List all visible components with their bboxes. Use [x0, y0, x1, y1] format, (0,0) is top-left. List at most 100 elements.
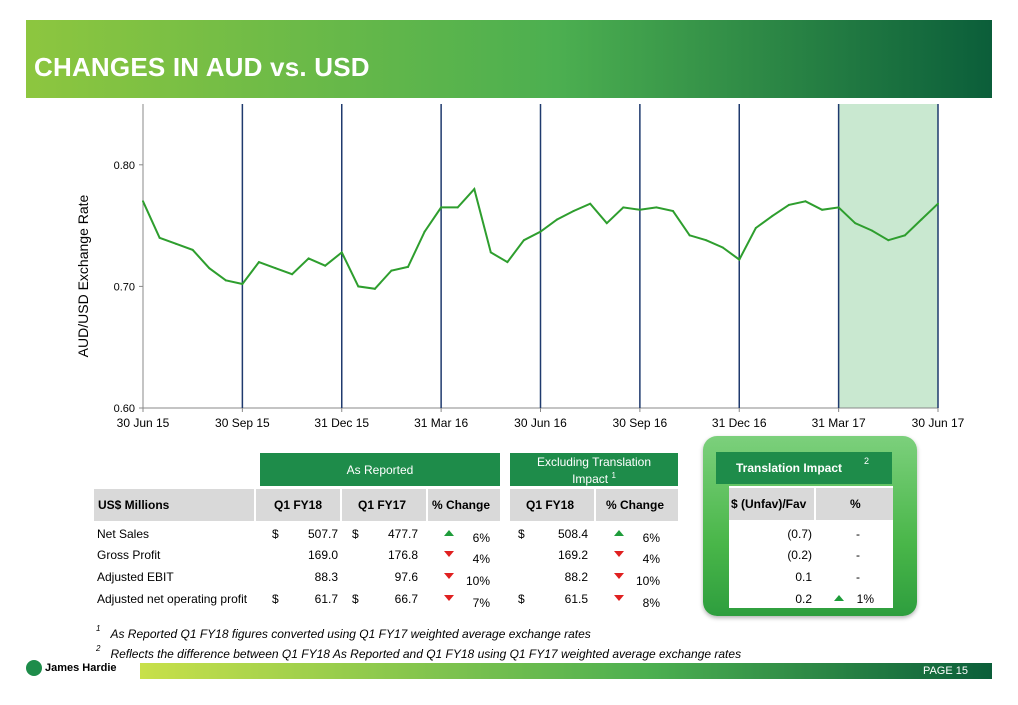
- data-point: [721, 246, 724, 249]
- value-q1fy17: 97.6: [394, 570, 418, 584]
- value-change: 7%: [472, 596, 490, 610]
- value-ex-q1fy18: 61.5: [564, 592, 588, 606]
- data-point: [407, 265, 409, 268]
- excluding-sup: 1: [611, 471, 616, 480]
- footnote-1: 1 As Reported Q1 FY18 figures converted …: [96, 624, 591, 641]
- col-us-millions: US$ Millions: [94, 489, 254, 521]
- value-ex-change: 8%: [642, 596, 660, 610]
- data-point: [738, 258, 741, 261]
- col-ex-q1fy18-label: Q1 FY18: [526, 498, 575, 512]
- data-point: [324, 264, 327, 267]
- col-us-millions-label: US$ Millions: [98, 498, 170, 512]
- data-point: [622, 206, 625, 209]
- data-point: [556, 218, 559, 221]
- excluding-label-line2: Impact 1: [572, 471, 616, 486]
- y-tick-label: 0.60: [114, 403, 135, 415]
- footnote-2-num: 2: [96, 644, 101, 653]
- col-ex-q1fy18: Q1 FY18: [510, 489, 594, 521]
- translation-col-fav-label: $ (Unfav)/Fav: [731, 497, 807, 511]
- currency-symbol: $: [518, 592, 525, 606]
- footnote-1-num: 1: [96, 624, 101, 633]
- data-point: [705, 239, 708, 242]
- data-point: [771, 214, 774, 217]
- value-ex-q1fy18: 508.4: [557, 527, 588, 541]
- data-point: [837, 206, 840, 209]
- col-q1fy17-label: Q1 FY17: [358, 498, 407, 512]
- footnote-2: 2 Reflects the difference between Q1 FY1…: [96, 644, 741, 661]
- as-reported-label: As Reported: [346, 463, 414, 477]
- value-ex-change: 10%: [635, 574, 660, 588]
- data-point: [870, 229, 873, 232]
- data-point: [191, 248, 194, 251]
- page-title: CHANGES IN AUD vs. USD: [34, 52, 370, 82]
- translation-value: 0.2: [795, 592, 812, 606]
- up-arrow-icon: [444, 530, 454, 536]
- col-change: % Change: [428, 489, 500, 521]
- x-tick-label: 30 Sep 16: [613, 416, 668, 430]
- value-q1fy17: 477.7: [387, 527, 418, 541]
- translation-impact-title: Translation Impact: [736, 461, 843, 475]
- data-point: [456, 206, 459, 209]
- data-point: [489, 251, 492, 254]
- data-point: [572, 210, 575, 213]
- as-reported-header: As Reported: [260, 453, 500, 486]
- currency-symbol: $: [272, 592, 279, 606]
- down-arrow-icon: [614, 573, 624, 579]
- logo-text: James Hardie: [45, 661, 117, 674]
- data-point: [506, 261, 509, 264]
- data-point: [539, 230, 542, 233]
- data-point: [920, 218, 923, 221]
- highlight-region: [838, 104, 938, 408]
- down-arrow-icon: [614, 551, 624, 557]
- data-point: [175, 242, 178, 245]
- value-q1fy17: 66.7: [394, 592, 418, 606]
- value-q1fy18: 88.3: [314, 570, 338, 584]
- translation-col-pct: %: [816, 488, 893, 520]
- data-point: [307, 257, 310, 260]
- data-point: [373, 287, 376, 290]
- currency-symbol: $: [352, 592, 359, 606]
- translation-impact-header: Translation Impact 2: [716, 452, 892, 484]
- data-point: [804, 200, 807, 203]
- data-point: [274, 267, 277, 270]
- up-arrow-icon: [834, 595, 844, 601]
- data-point: [672, 210, 674, 213]
- data-point: [158, 236, 161, 239]
- data-point: [224, 279, 227, 282]
- y-tick-label: 0.80: [114, 160, 135, 172]
- footnote-1-text: As Reported Q1 FY18 figures converted us…: [110, 627, 591, 641]
- data-point: [241, 282, 244, 285]
- translation-pct: -: [856, 527, 860, 541]
- data-point: [821, 208, 824, 211]
- row-label: Adjusted net operating profit: [97, 592, 248, 606]
- x-tick-label: 30 Sep 15: [215, 416, 270, 430]
- data-point: [208, 267, 211, 270]
- row-label: Net Sales: [97, 527, 150, 541]
- x-tick-label: 31 Mar 17: [812, 416, 866, 430]
- translation-pct: -: [856, 570, 860, 584]
- data-point: [357, 285, 360, 288]
- title-bar: CHANGES IN AUD vs. USD: [26, 20, 992, 98]
- col-q1fy18-label: Q1 FY18: [274, 498, 323, 512]
- col-ex-change: % Change: [596, 489, 678, 521]
- x-tick-label: 30 Jun 15: [117, 416, 170, 430]
- value-ex-q1fy18: 88.2: [564, 570, 588, 584]
- value-change: 6%: [472, 531, 490, 545]
- data-point: [423, 230, 426, 233]
- x-tick-label: 31 Mar 16: [414, 416, 468, 430]
- value-ex-change: 6%: [642, 531, 660, 545]
- down-arrow-icon: [444, 573, 454, 579]
- data-point: [522, 239, 525, 242]
- translation-value: (0.7): [787, 527, 812, 541]
- footer-bar: PAGE 15: [140, 663, 992, 679]
- data-point: [638, 208, 641, 211]
- value-q1fy17: 176.8: [387, 548, 418, 562]
- data-point: [291, 273, 294, 276]
- excluding-label-line1: Excluding Translation: [536, 455, 652, 469]
- row-label: Gross Profit: [97, 548, 161, 562]
- x-tick-label: 30 Jun 17: [912, 416, 965, 430]
- excluding-translation-header: Excluding Translation Impact 1: [510, 453, 678, 486]
- x-tick-label: 31 Dec 15: [314, 416, 369, 430]
- col-q1fy18: Q1 FY18: [256, 489, 340, 521]
- col-q1fy17: Q1 FY17: [342, 489, 426, 521]
